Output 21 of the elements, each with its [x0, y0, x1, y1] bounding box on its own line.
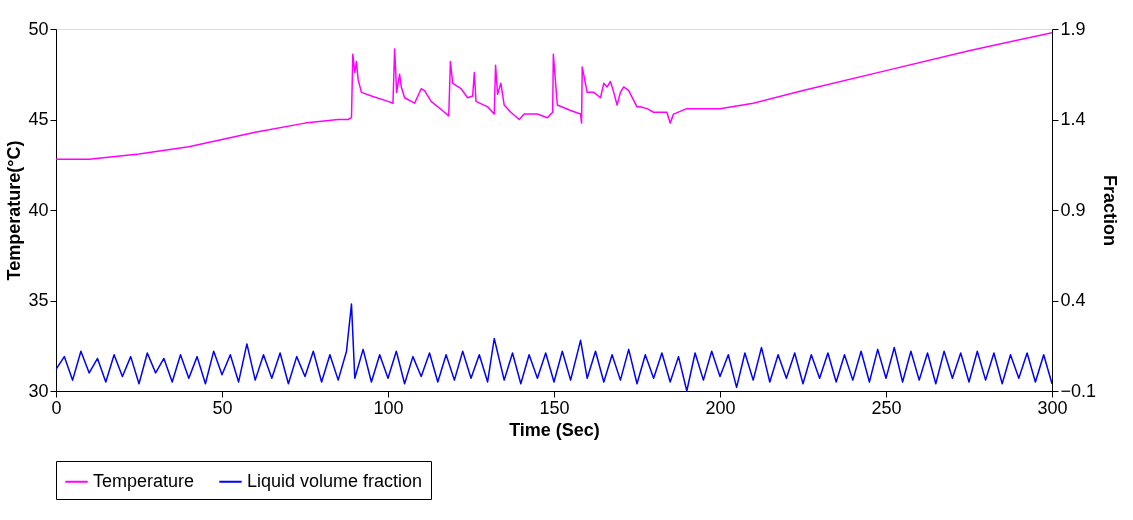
y2-tick-label: 0.9: [1060, 199, 1086, 220]
y2-axis-title: Fraction: [1100, 174, 1121, 247]
y-axis-title: Temperature(°C): [4, 140, 25, 281]
y2-tick-label: 0.4: [1060, 290, 1086, 310]
x-tick-label: 0: [51, 397, 62, 418]
legend-label: Temperature: [93, 470, 195, 491]
x-tick-label: 200: [705, 397, 736, 418]
y-tick-label: 45: [28, 109, 49, 129]
legend-label: Liquid volume fraction: [247, 470, 423, 491]
x-tick-label: 250: [871, 397, 902, 418]
x-axis-title: Time (Sec): [509, 419, 600, 440]
y-tick-label: 30: [28, 380, 49, 401]
y2-tick-label: 1.9: [1060, 18, 1086, 39]
x-tick-label: 100: [373, 397, 404, 418]
y-tick-label: 40: [28, 199, 49, 220]
y2-tick-label: 1.4: [1060, 109, 1086, 129]
y-tick-label: 50: [28, 18, 49, 39]
line-series: [56, 31, 1052, 161]
x-tick-label: 150: [539, 397, 570, 418]
y-tick-label: 35: [28, 290, 49, 310]
x-tick-label: 50: [212, 397, 233, 418]
